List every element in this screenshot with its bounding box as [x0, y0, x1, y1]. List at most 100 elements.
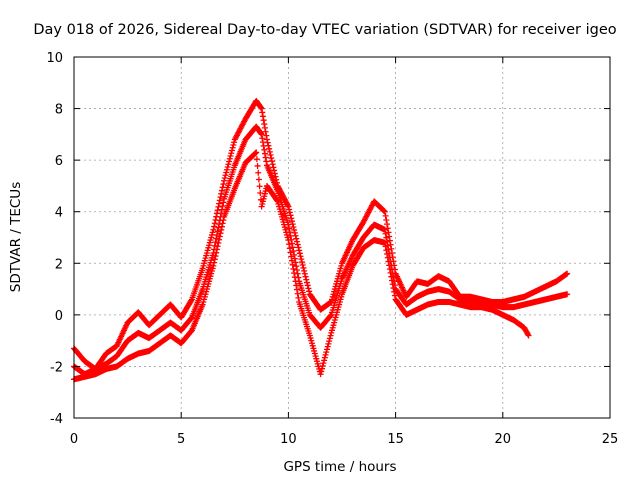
data-point	[223, 166, 230, 173]
data-point	[271, 167, 278, 174]
data-point	[211, 256, 218, 263]
data-point	[524, 331, 531, 338]
data-point	[382, 230, 389, 237]
data-point	[387, 241, 394, 248]
data-point	[213, 246, 220, 253]
data-point	[286, 225, 293, 232]
data-point	[306, 288, 313, 295]
data-point	[212, 239, 219, 246]
data-point	[221, 175, 228, 182]
data-point	[218, 226, 225, 233]
data-point	[269, 161, 276, 168]
data-point	[214, 243, 221, 250]
data-point	[273, 197, 280, 204]
x-axis-label: GPS time / hours	[283, 459, 396, 475]
data-point	[224, 164, 231, 171]
data-point	[211, 259, 218, 266]
x-tick-label: 5	[177, 432, 185, 447]
data-point	[216, 233, 223, 240]
data-point	[230, 142, 237, 149]
data-point	[321, 357, 328, 364]
data-point	[226, 155, 233, 162]
data-point	[288, 215, 295, 222]
data-point	[288, 240, 295, 247]
data-point	[293, 235, 300, 242]
y-axis-label: SDTVAR / TECUs	[8, 182, 24, 292]
data-point	[295, 294, 302, 301]
data-point	[252, 150, 259, 157]
axis-ticks: 0 5 10 15 20 25 -4 -2 0 2 4 6 8 10	[46, 51, 618, 447]
data-point	[253, 149, 260, 156]
series-upper-track	[71, 97, 571, 373]
data-point	[383, 234, 390, 241]
data-point	[381, 208, 388, 215]
data-point	[323, 346, 330, 353]
y-tick-label: 8	[55, 103, 63, 118]
data-point	[219, 184, 226, 191]
data-point	[211, 220, 218, 227]
data-point	[304, 282, 311, 289]
data-point	[293, 282, 300, 289]
data-point	[299, 262, 306, 269]
data-point	[219, 220, 226, 227]
data-point	[321, 354, 328, 361]
data-point	[391, 292, 398, 299]
data-point	[266, 145, 273, 152]
data-point	[223, 169, 230, 176]
data-point	[318, 368, 325, 375]
data-point	[286, 209, 293, 216]
data-point	[564, 291, 571, 298]
data-point	[227, 153, 234, 160]
data-point	[385, 258, 392, 265]
data-point	[258, 131, 265, 138]
data-point	[258, 105, 265, 112]
data-point	[259, 139, 266, 146]
y-tick-label: 2	[55, 257, 63, 272]
x-tick-label: 20	[495, 432, 512, 447]
data-point	[259, 113, 266, 120]
data-point	[291, 229, 298, 236]
data-point	[228, 150, 235, 157]
data-point	[297, 253, 304, 260]
data-point	[220, 199, 227, 206]
data-point	[387, 269, 394, 276]
data-point	[216, 200, 223, 207]
data-point	[384, 251, 391, 258]
data-point	[300, 264, 307, 271]
data-point	[382, 243, 389, 250]
data-point	[320, 360, 327, 367]
data-point	[293, 263, 300, 270]
data-point	[384, 254, 391, 261]
data-point	[288, 218, 295, 225]
data-point	[389, 277, 396, 284]
data-point	[386, 233, 393, 240]
data-point	[266, 148, 273, 155]
data-point	[291, 274, 298, 281]
data-point	[381, 226, 388, 233]
data-point	[294, 241, 301, 248]
data-point	[229, 144, 236, 151]
data-point	[226, 158, 233, 165]
data-point	[257, 104, 264, 111]
data-point	[384, 221, 391, 228]
data-point	[290, 265, 297, 272]
series-lower-track	[71, 149, 532, 383]
data-point	[294, 270, 301, 277]
data-points	[71, 97, 571, 383]
data-point	[262, 154, 269, 161]
data-point	[388, 273, 395, 280]
data-point	[261, 150, 268, 157]
data-point	[295, 244, 302, 251]
data-point	[216, 197, 223, 204]
data-point	[262, 128, 269, 135]
data-point	[386, 237, 393, 244]
data-point	[212, 253, 219, 260]
data-point	[211, 223, 218, 230]
data-point	[317, 371, 324, 378]
data-point	[213, 249, 220, 256]
y-tick-label: 10	[46, 51, 63, 66]
data-point	[294, 290, 301, 297]
data-point	[253, 156, 260, 163]
x-tick-label: 0	[70, 432, 78, 447]
